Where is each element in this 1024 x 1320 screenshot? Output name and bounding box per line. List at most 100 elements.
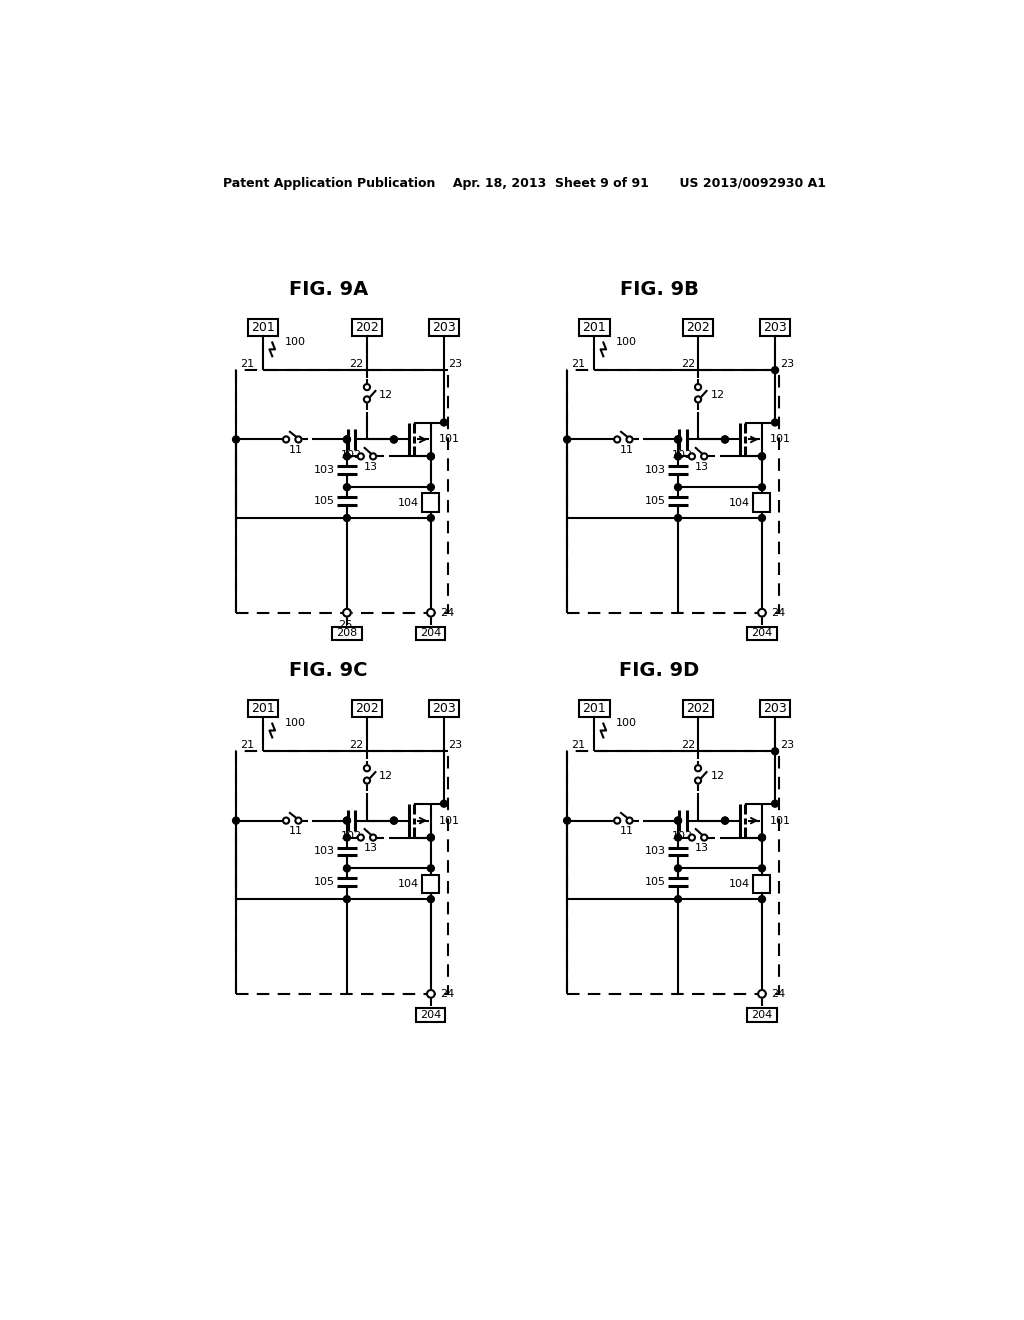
Text: 105: 105 [313, 878, 335, 887]
Bar [748, 627, 776, 640]
Circle shape [343, 817, 350, 824]
Text: 11: 11 [289, 445, 302, 455]
Circle shape [722, 436, 728, 444]
Text: 101: 101 [438, 816, 460, 825]
Text: 208: 208 [336, 628, 357, 639]
Bar [579, 319, 609, 337]
Circle shape [759, 865, 765, 871]
Text: 12: 12 [711, 771, 725, 781]
Text: 104: 104 [397, 879, 419, 888]
Text: 23: 23 [779, 359, 794, 368]
Text: 204: 204 [752, 628, 772, 639]
Bar [429, 701, 460, 718]
Text: 24: 24 [771, 607, 785, 618]
Text: 102: 102 [672, 832, 693, 841]
Circle shape [390, 817, 397, 824]
Circle shape [701, 453, 708, 459]
Circle shape [390, 436, 397, 444]
Text: 24: 24 [771, 989, 785, 999]
Circle shape [722, 817, 728, 824]
Text: 103: 103 [645, 465, 666, 475]
Text: 13: 13 [364, 462, 378, 473]
Text: 102: 102 [341, 832, 362, 841]
Circle shape [370, 453, 376, 459]
Text: 100: 100 [615, 337, 637, 347]
Text: 201: 201 [583, 321, 606, 334]
Text: 24: 24 [440, 607, 455, 618]
Circle shape [722, 817, 728, 824]
Text: 21: 21 [570, 359, 585, 368]
Text: FIG. 9B: FIG. 9B [621, 280, 699, 298]
Text: 13: 13 [364, 843, 378, 853]
Text: 12: 12 [711, 389, 725, 400]
Text: 101: 101 [438, 434, 460, 445]
Circle shape [722, 436, 728, 444]
Circle shape [695, 384, 701, 391]
Circle shape [675, 817, 682, 824]
Text: 203: 203 [432, 702, 456, 715]
Text: 105: 105 [645, 496, 666, 506]
Circle shape [627, 437, 633, 442]
Circle shape [343, 609, 351, 616]
Circle shape [772, 418, 778, 426]
Circle shape [675, 896, 682, 903]
Bar [351, 319, 382, 337]
Circle shape [675, 436, 682, 444]
Circle shape [627, 817, 633, 824]
Text: 23: 23 [449, 359, 463, 368]
Text: 100: 100 [285, 718, 305, 727]
Text: 203: 203 [432, 321, 456, 334]
Circle shape [283, 817, 289, 824]
Circle shape [701, 834, 708, 841]
Text: FIG. 9C: FIG. 9C [289, 661, 368, 680]
Bar [429, 319, 460, 337]
Bar [351, 701, 382, 718]
Circle shape [759, 483, 765, 491]
Circle shape [675, 453, 682, 459]
Circle shape [563, 817, 570, 824]
Text: 105: 105 [313, 496, 335, 506]
Text: 11: 11 [620, 826, 634, 837]
Circle shape [695, 777, 701, 784]
Text: 24: 24 [440, 989, 455, 999]
Circle shape [440, 800, 447, 807]
Circle shape [390, 817, 397, 824]
Text: 201: 201 [251, 321, 274, 334]
Circle shape [689, 453, 695, 459]
Circle shape [343, 436, 350, 444]
Text: 104: 104 [728, 879, 750, 888]
Circle shape [427, 990, 435, 998]
Text: 101: 101 [770, 434, 791, 445]
Text: 203: 203 [763, 702, 786, 715]
Bar [333, 627, 361, 640]
Bar [416, 627, 445, 640]
Circle shape [357, 453, 364, 459]
Circle shape [370, 834, 376, 841]
Text: 26: 26 [338, 620, 352, 630]
Circle shape [427, 515, 434, 521]
Circle shape [772, 367, 778, 374]
Circle shape [343, 453, 350, 459]
Text: 103: 103 [313, 846, 335, 857]
Text: 23: 23 [449, 739, 463, 750]
Circle shape [295, 437, 301, 442]
Circle shape [343, 436, 350, 444]
Text: 100: 100 [285, 337, 305, 347]
Text: 102: 102 [341, 450, 362, 459]
Bar [748, 1007, 776, 1022]
Circle shape [675, 834, 682, 841]
Circle shape [772, 800, 778, 807]
Text: 12: 12 [379, 389, 393, 400]
Text: 104: 104 [728, 498, 750, 508]
Circle shape [427, 453, 434, 459]
Text: 204: 204 [420, 1010, 441, 1019]
Circle shape [759, 453, 765, 459]
Text: 21: 21 [240, 359, 254, 368]
Circle shape [689, 834, 695, 841]
Circle shape [563, 436, 570, 444]
Text: FIG. 9A: FIG. 9A [289, 280, 368, 298]
Text: 202: 202 [686, 702, 710, 715]
Text: 12: 12 [379, 771, 393, 781]
Text: 201: 201 [251, 702, 274, 715]
Circle shape [759, 453, 765, 459]
